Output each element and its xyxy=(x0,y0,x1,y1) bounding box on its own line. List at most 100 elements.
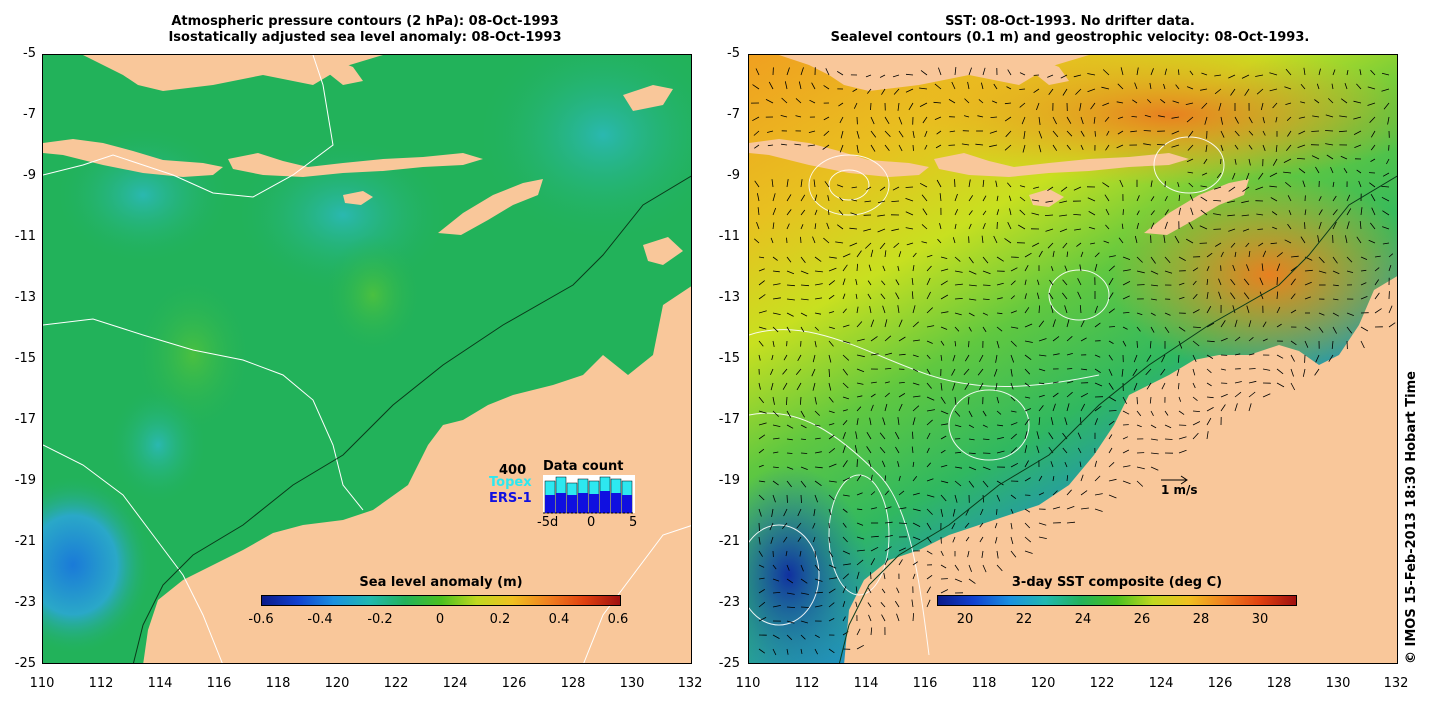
velocity-arrow xyxy=(800,494,802,504)
velocity-arrow xyxy=(1149,340,1152,349)
velocity-arrow xyxy=(1038,116,1041,125)
velocity-arrow xyxy=(1024,396,1031,399)
velocity-arrow xyxy=(771,354,774,361)
velocity-arrow xyxy=(866,186,872,191)
velocity-arrow xyxy=(786,466,794,470)
velocity-arrow xyxy=(1220,368,1226,371)
velocity-arrow xyxy=(758,326,767,330)
velocity-arrow xyxy=(926,396,935,401)
velocity-arrow xyxy=(1108,410,1117,412)
velocity-arrow xyxy=(1066,403,1070,412)
velocity-arrow xyxy=(1010,382,1014,390)
velocity-arrow xyxy=(814,256,822,262)
velocity-arrow xyxy=(1258,172,1264,180)
velocity-arrow xyxy=(1201,72,1208,76)
velocity-arrow xyxy=(884,546,892,552)
velocity-arrow xyxy=(1010,550,1017,558)
sla-colorbar-label-2: -0.2 xyxy=(367,612,393,627)
velocity-arrow xyxy=(1108,308,1115,314)
velocity-arrow xyxy=(783,508,788,517)
velocity-arrow xyxy=(1024,477,1031,482)
velocity-arrow xyxy=(1150,298,1157,301)
velocity-arrow xyxy=(912,305,916,314)
velocity-arrow xyxy=(1248,320,1252,328)
velocity-arrow xyxy=(1178,207,1181,216)
velocity-arrow xyxy=(856,406,862,412)
velocity-arrow xyxy=(1234,336,1241,342)
velocity-arrow xyxy=(1304,281,1312,286)
velocity-arrow xyxy=(1218,278,1222,286)
velocity-arrow xyxy=(814,424,821,427)
velocity-arrow xyxy=(968,179,971,188)
left-y-tick: -5 xyxy=(23,46,36,61)
velocity-arrow xyxy=(1080,320,1085,328)
velocity-arrow xyxy=(884,250,887,258)
velocity-arrow xyxy=(772,410,779,417)
velocity-arrow xyxy=(1286,116,1292,121)
velocity-arrow xyxy=(1052,336,1060,342)
velocity-arrow xyxy=(926,478,934,482)
velocity-arrow xyxy=(911,291,914,300)
velocity-arrow xyxy=(1024,508,1031,513)
velocity-arrow xyxy=(926,586,931,594)
velocity-arrow xyxy=(912,476,918,482)
velocity-arrow xyxy=(1178,396,1182,402)
velocity-arrow xyxy=(1010,422,1018,426)
velocity-arrow xyxy=(1276,291,1279,300)
velocity-arrow xyxy=(940,508,944,517)
velocity-arrow xyxy=(1108,277,1114,286)
velocity-arrow xyxy=(1108,478,1117,482)
velocity-arrow xyxy=(912,613,914,622)
velocity-arrow xyxy=(1010,280,1016,286)
velocity-arrow xyxy=(1177,354,1180,363)
velocity-arrow xyxy=(757,207,760,216)
velocity-arrow xyxy=(856,508,863,511)
velocity-arrow xyxy=(1192,309,1200,314)
sst-colorbar-label-4: 28 xyxy=(1192,612,1210,627)
velocity-arrow xyxy=(809,99,816,104)
velocity-arrow xyxy=(758,494,765,501)
velocity-arrow xyxy=(978,99,984,104)
velocity-arrow xyxy=(1178,410,1185,415)
velocity-arrow xyxy=(1192,396,1198,402)
velocity-arrow xyxy=(954,223,957,230)
velocity-arrow xyxy=(1077,432,1082,440)
velocity-arrow xyxy=(1093,116,1096,124)
velocity-arrow xyxy=(1318,270,1327,274)
velocity-arrow xyxy=(1122,436,1129,440)
velocity-arrow xyxy=(1033,88,1040,94)
velocity-arrow xyxy=(926,494,935,498)
velocity-arrow xyxy=(828,618,835,622)
velocity-arrow xyxy=(1246,305,1250,314)
velocity-arrow xyxy=(1150,410,1154,416)
velocity-arrows xyxy=(750,67,1396,656)
velocity-arrow xyxy=(1017,224,1026,230)
velocity-arrow xyxy=(1353,116,1362,120)
velocity-arrow xyxy=(870,627,873,636)
velocity-arrow xyxy=(1270,242,1278,245)
velocity-arrow xyxy=(1066,130,1073,137)
velocity-arrow xyxy=(828,564,837,569)
velocity-arrow xyxy=(1080,116,1084,125)
velocity-arrow xyxy=(905,227,914,230)
right-x-tick: 114 xyxy=(853,676,879,691)
velocity-arrow xyxy=(842,460,848,468)
velocity-arrow xyxy=(1172,100,1180,104)
velocity-arrow xyxy=(1260,102,1264,111)
velocity-arrow xyxy=(1010,536,1014,545)
velocity-arrow xyxy=(975,143,984,146)
velocity-arrow xyxy=(1116,101,1124,104)
velocity-arrow xyxy=(1024,307,1030,314)
velocity-arrow xyxy=(851,186,858,189)
velocity-arrow xyxy=(856,395,863,398)
velocity-arrow xyxy=(1052,476,1055,482)
velocity-arrow xyxy=(1061,292,1068,300)
velocity-arrow xyxy=(813,508,816,517)
velocity-arrow xyxy=(1228,186,1236,192)
velocity-arrow xyxy=(1192,382,1196,389)
right-y-tick: -21 xyxy=(718,534,740,549)
velocity-arrow xyxy=(800,224,804,230)
velocity-arrow xyxy=(828,434,835,440)
velocity-arrow xyxy=(1383,102,1390,110)
velocity-arrow xyxy=(772,283,781,286)
